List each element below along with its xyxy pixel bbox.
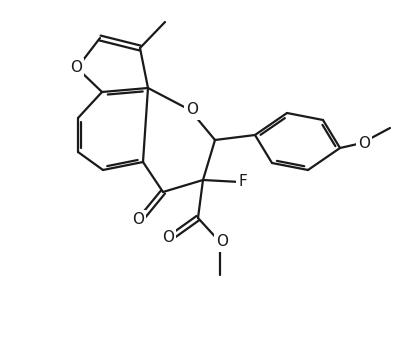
- Text: O: O: [132, 213, 144, 227]
- Text: O: O: [70, 60, 82, 75]
- Text: O: O: [186, 103, 198, 118]
- Text: O: O: [162, 230, 174, 246]
- Text: F: F: [239, 175, 247, 189]
- Text: O: O: [216, 235, 228, 249]
- Text: O: O: [358, 135, 370, 151]
